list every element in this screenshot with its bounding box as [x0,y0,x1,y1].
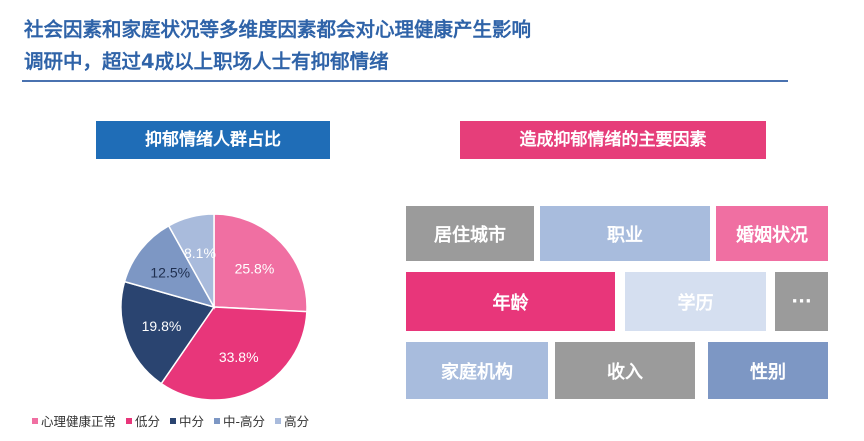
pie-slice-3 [123,224,216,309]
factor-block: 婚姻状况 [716,206,828,261]
legend-label: 高分 [284,414,310,429]
pie-slice-4 [167,213,215,310]
pie-slice-label: 8.1% [184,245,216,261]
factor-block: 居住城市 [406,206,534,261]
factor-block: 职业 [540,206,710,261]
legend-swatch [275,417,282,424]
headline-line-2: 调研中，超过4成以上职场人士有抑郁情绪 [24,50,389,73]
legend-swatch [32,417,38,424]
pie-legend: 心理健康正常 低分 中分 中-高分 高分 [32,411,309,430]
factor-block: 家庭机构 [406,342,548,399]
factor-block: 年龄 [406,272,615,331]
legend-swatch [126,417,133,424]
legend-swatch [214,417,221,424]
headline-line-1: 社会因素和家庭状况等多维度因素都会对心理健康产生影响 [24,18,532,41]
factors-section-title: 造成抑郁情绪的主要因素 [460,121,766,159]
factor-block: 收入 [555,342,695,399]
title-divider [22,80,788,82]
legend-label: 低分 [135,414,161,429]
pie-slice-label: 33.8% [219,349,259,365]
legend-item: 高分 [275,411,309,430]
factor-block: 学历 [625,272,766,331]
legend-item: 低分 [126,411,160,430]
factor-block: ··· [775,272,828,331]
legend-item: 中分 [170,411,204,430]
factor-block: 性别 [708,342,828,399]
legend-swatch [170,417,177,424]
pie-slice-0 [213,213,308,313]
legend-item: 中-高分 [214,411,265,430]
pie-slice-2 [120,280,216,385]
headline: 社会因素和家庭状况等多维度因素都会对心理健康产生影响 调研中，超过4成以上职场人… [24,14,804,78]
legend-label: 中-高分 [223,414,266,429]
pie-slice-label: 19.8% [142,318,182,334]
pie-slice-1 [160,306,308,401]
pie-slice-label: 25.8% [235,261,275,277]
legend-label: 心理健康正常 [41,414,117,429]
legend-item: 心理健康正常 [32,411,116,430]
pie-section-title: 抑郁情绪人群占比 [96,121,330,159]
legend-label: 中分 [179,414,205,429]
pie-slice-label: 12.5% [150,264,190,280]
